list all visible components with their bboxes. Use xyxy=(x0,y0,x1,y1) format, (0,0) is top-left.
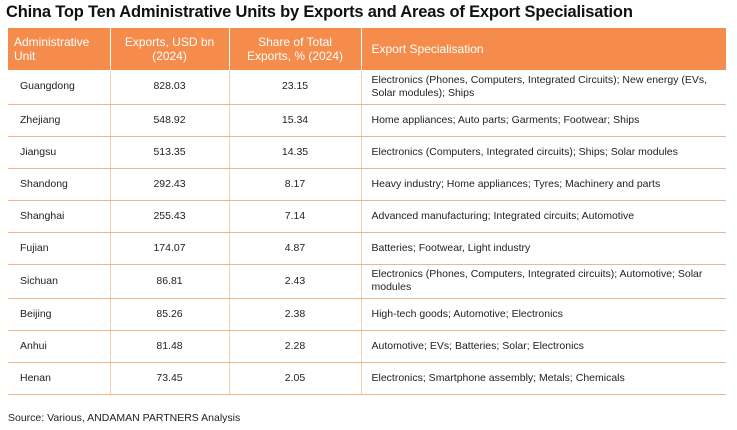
source-note: Source: Various, ANDAMAN PARTNERS Analys… xyxy=(8,412,241,424)
cell-specialisation: Electronics; Smartphone assembly; Metals… xyxy=(361,362,726,395)
cell-unit: Henan xyxy=(8,362,111,395)
cell-unit: Anhui xyxy=(8,330,111,363)
table-row: Anhui 81.48 2.28 Automotive; EVs; Batter… xyxy=(8,330,726,363)
cell-exports: 292.43 xyxy=(110,168,230,201)
cell-specialisation: Automotive; EVs; Batteries; Solar; Elect… xyxy=(361,330,726,363)
header-export-specialisation: Export Specialisation xyxy=(361,28,726,70)
cell-share: 4.87 xyxy=(229,232,362,265)
cell-specialisation: Batteries; Footwear, Light industry xyxy=(361,232,726,265)
cell-unit: Sichuan xyxy=(8,264,111,299)
cell-specialisation: Heavy industry; Home appliances; Tyres; … xyxy=(361,168,726,201)
cell-share: 14.35 xyxy=(229,136,362,169)
cell-exports: 513.35 xyxy=(110,136,230,169)
cell-exports: 73.45 xyxy=(110,362,230,395)
table-row: Shanghai 255.43 7.14 Advanced manufactur… xyxy=(8,200,726,233)
table-row: Jiangsu 513.35 14.35 Electronics (Comput… xyxy=(8,136,726,169)
cell-exports: 255.43 xyxy=(110,200,230,233)
cell-unit: Shandong xyxy=(8,168,111,201)
cell-specialisation: Electronics (Phones, Computers, Integrat… xyxy=(361,70,726,105)
cell-share: 2.28 xyxy=(229,330,362,363)
cell-share: 23.15 xyxy=(229,70,362,105)
cell-share: 2.43 xyxy=(229,264,362,299)
cell-unit: Jiangsu xyxy=(8,136,111,169)
cell-exports: 85.26 xyxy=(110,298,230,331)
cell-exports: 174.07 xyxy=(110,232,230,265)
cell-share: 2.05 xyxy=(229,362,362,395)
cell-unit: Zhejiang xyxy=(8,104,111,137)
table-row: Guangdong 828.03 23.15 Electronics (Phon… xyxy=(8,70,726,105)
cell-specialisation: Electronics (Computers, Integrated circu… xyxy=(361,136,726,169)
cell-share: 2.38 xyxy=(229,298,362,331)
table-row: Zhejiang 548.92 15.34 Home appliances; A… xyxy=(8,104,726,137)
cell-share: 8.17 xyxy=(229,168,362,201)
table-row: Sichuan 86.81 2.43 Electronics (Phones, … xyxy=(8,264,726,299)
table-row: Shandong 292.43 8.17 Heavy industry; Hom… xyxy=(8,168,726,201)
table-row: Beijing 85.26 2.38 High-tech goods; Auto… xyxy=(8,298,726,331)
table-row: Henan 73.45 2.05 Electronics; Smartphone… xyxy=(8,362,726,395)
header-exports: Exports, USD bn (2024) xyxy=(110,28,230,70)
cell-share: 7.14 xyxy=(229,200,362,233)
cell-exports: 548.92 xyxy=(110,104,230,137)
page-title: China Top Ten Administrative Units by Ex… xyxy=(6,3,633,21)
cell-specialisation: High-tech goods; Automotive; Electronics xyxy=(361,298,726,331)
cell-share: 15.34 xyxy=(229,104,362,137)
cell-unit: Fujian xyxy=(8,232,111,265)
cell-unit: Beijing xyxy=(8,298,111,331)
cell-unit: Shanghai xyxy=(8,200,111,233)
table-header-row: Administrative Unit Exports, USD bn (202… xyxy=(8,28,726,70)
cell-specialisation: Home appliances; Auto parts; Garments; F… xyxy=(361,104,726,137)
cell-unit: Guangdong xyxy=(8,70,111,105)
exports-table: Administrative Unit Exports, USD bn (202… xyxy=(8,28,726,395)
cell-exports: 86.81 xyxy=(110,264,230,299)
cell-exports: 828.03 xyxy=(110,70,230,105)
table-row: Fujian 174.07 4.87 Batteries; Footwear, … xyxy=(8,232,726,265)
header-share: Share of Total Exports, % (2024) xyxy=(229,28,362,70)
cell-specialisation: Advanced manufacturing; Integrated circu… xyxy=(361,200,726,233)
header-administrative-unit: Administrative Unit xyxy=(8,28,111,70)
cell-exports: 81.48 xyxy=(110,330,230,363)
cell-specialisation: Electronics (Phones, Computers, Integrat… xyxy=(361,264,726,299)
